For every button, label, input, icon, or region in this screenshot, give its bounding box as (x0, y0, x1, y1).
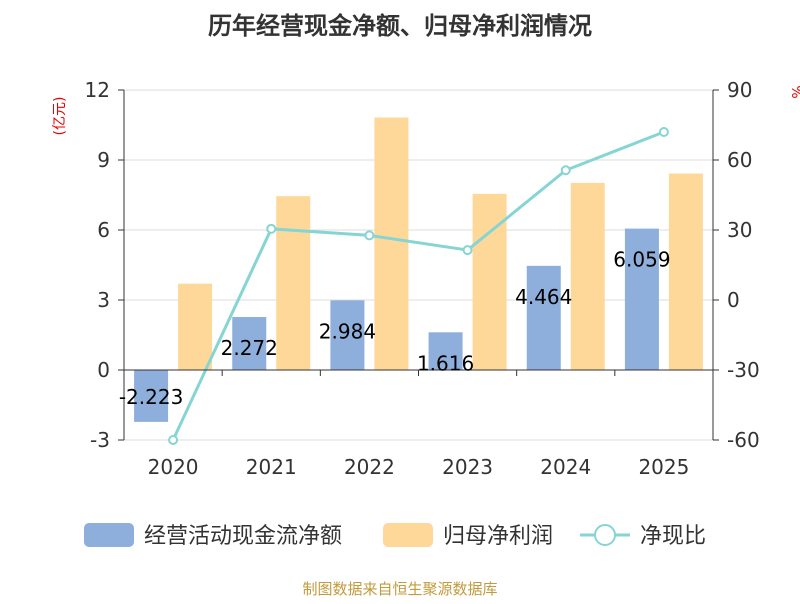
y-left-tick-label: 9 (97, 148, 110, 172)
bar-cashflow (428, 332, 463, 370)
bar-net-profit (668, 173, 703, 370)
data-label: 1.616 (417, 351, 474, 375)
ratio-point (364, 230, 375, 241)
y-right-tick-label: 60 (727, 148, 752, 172)
data-label: 6.059 (613, 248, 670, 272)
data-label: -2.223 (119, 385, 183, 409)
bar-net-profit (276, 196, 311, 370)
legend-swatch-marker (594, 524, 616, 546)
x-tick-label: 2024 (540, 455, 591, 479)
bar-cashflow (134, 370, 169, 422)
bar-net-profit (374, 117, 409, 371)
data-label: 4.464 (515, 285, 572, 309)
y-right-tick-label: 30 (727, 218, 752, 242)
ratio-line (168, 127, 669, 445)
bar-net-profit (570, 182, 605, 370)
ratio-point (462, 245, 473, 256)
y-left-tick-label: 3 (97, 288, 110, 312)
y-left-tick-label: -3 (90, 428, 110, 452)
x-tick-label: 2020 (148, 455, 199, 479)
legend[interactable]: 经营活动现金流净额 归母净利润 净现比 (84, 523, 706, 549)
x-tick-label: 2023 (442, 455, 493, 479)
x-tick-label: 2021 (246, 455, 297, 479)
ratio-point (658, 127, 669, 137)
y-right-tick-label: -60 (727, 428, 760, 452)
bar-net-profit (178, 283, 213, 370)
y-axis-right-label: % (788, 85, 800, 98)
legend-swatch-cashflow (84, 523, 134, 547)
bar-cashflow (232, 316, 267, 370)
data-label: 2.272 (221, 336, 278, 360)
source-note: 制图数据来自恒生聚源数据库 (302, 580, 497, 598)
legend-label-net-profit[interactable]: 归母净利润 (443, 524, 553, 549)
legend-label-cashflow[interactable]: 经营活动现金流净额 (144, 524, 342, 549)
bars (134, 117, 703, 422)
legend-label-ratio[interactable]: 净现比 (640, 524, 706, 549)
data-labels: -2.223 2.272 2.984 1.616 4.464 6.059 (119, 248, 671, 409)
y-right-tick-label: -30 (727, 358, 760, 382)
y-left-tick-label: 6 (97, 218, 110, 242)
ratio-point (168, 435, 179, 445)
bar-net-profit (472, 193, 507, 370)
y-right-tick-label: 90 (727, 78, 752, 102)
y-axis-left-label: (亿元) (52, 97, 68, 136)
bar-cashflow (526, 265, 561, 370)
ratio-point (266, 223, 277, 234)
x-tick-label: 2025 (638, 455, 689, 479)
chart-title: 历年经营现金净额、归母净利润情况 (208, 12, 592, 40)
x-tick-label: 2022 (344, 455, 395, 479)
y-right-tick-label: 0 (727, 288, 740, 312)
y-left-tick-label: 12 (85, 78, 110, 102)
ratio-line-path (171, 130, 665, 441)
bar-cashflow (624, 228, 659, 370)
bar-cashflow (330, 300, 365, 370)
legend-swatch-net-profit (383, 523, 433, 547)
y-left-tick-label: 0 (97, 358, 110, 382)
ratio-point (560, 165, 571, 176)
data-label: 2.984 (319, 319, 376, 343)
